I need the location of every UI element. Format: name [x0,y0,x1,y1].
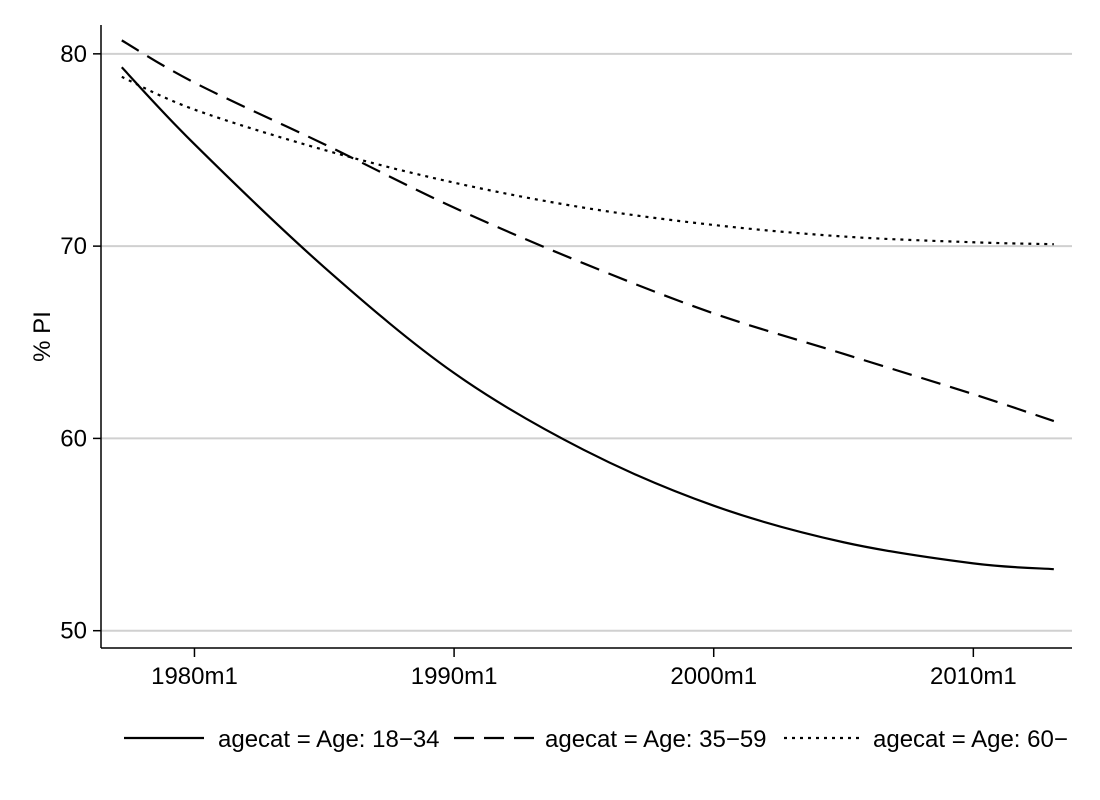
x-tick-label-1: 1990m1 [411,663,498,690]
legend: agecat = Age: 18−34 agecat = Age: 35−59 ag… [124,726,1068,753]
y-tick-label-3: 80 [60,41,87,68]
grid-lines [101,52,1072,632]
legend-item-2: agecat = Age: 60− [784,726,1068,753]
x-tick-label-0: 1980m1 [151,663,238,690]
legend-item-1: agecat = Age: 35−59 [454,726,767,753]
series-line-2 [121,75,1054,246]
series-line-0 [120,66,1054,571]
y-tick-label-1: 60 [60,425,87,452]
y-axis-title: % PI [29,311,56,362]
legend-item-0: agecat = Age: 18−34 [124,726,440,753]
series-line-1 [121,39,1055,423]
x-tick-label-3: 2010m1 [930,663,1017,690]
legend-label-2: agecat = Age: 60− [873,726,1068,753]
x-tick-label-2: 2000m1 [670,663,757,690]
series-lines [120,39,1055,571]
y-tick-label-0: 50 [60,618,87,645]
legend-label-0: agecat = Age: 18−34 [218,726,440,753]
y-tick-label-2: 70 [60,233,87,260]
axes: 50 60 70 80 1980m1 1990m1 2000m1 2010m1 % PI [29,25,1072,690]
legend-label-1: agecat = Age: 35−59 [545,726,767,753]
